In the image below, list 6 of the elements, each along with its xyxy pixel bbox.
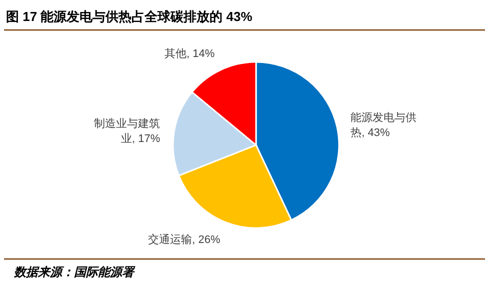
chart-title: 图 17 能源发电与供热占全球碳排放的 43% bbox=[6, 9, 253, 24]
slice-label: 制造业与建筑业, 17% bbox=[94, 116, 160, 145]
slice-label: 能源发电与供热, 43% bbox=[350, 110, 417, 139]
source-note: 数据来源：国际能源署 bbox=[13, 265, 136, 279]
slice-label: 交通运输, 26% bbox=[148, 233, 220, 246]
slice-label: 其他, 14% bbox=[164, 47, 215, 60]
